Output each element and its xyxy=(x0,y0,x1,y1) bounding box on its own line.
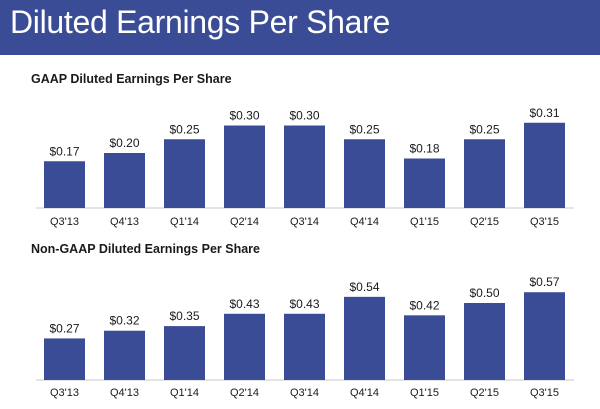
gaap-eps-chart: $0.17 Q3'13 $0.20 Q4'13 $0.25 Q1'14 $0.30 Q2'14… xyxy=(36,106,574,228)
non-gaap-tick-label: Q2'14 xyxy=(230,387,259,399)
gaap-value-label: $0.17 xyxy=(49,144,79,158)
non-gaap-value-label: $0.27 xyxy=(49,321,79,335)
gaap-value-label: $0.18 xyxy=(409,142,439,156)
non-gaap-tick-label: Q2'15 xyxy=(470,387,499,399)
gaap-tick-label: Q3'13 xyxy=(50,216,79,228)
non-gaap-bar xyxy=(44,338,85,380)
gaap-tick-label: Q3'15 xyxy=(530,216,559,228)
gaap-value-label: $0.25 xyxy=(169,122,199,136)
gaap-value-label: $0.30 xyxy=(289,109,319,123)
non-gaap-eps-chart: $0.27 Q3'13 $0.32 Q4'13 $0.35 Q1'14 $0.43 Q2'14… xyxy=(36,275,574,399)
gaap-bar xyxy=(404,158,445,208)
non-gaap-chart-title: Non-GAAP Diluted Earnings Per Share xyxy=(31,242,260,256)
page-title: Diluted Earnings Per Share xyxy=(10,4,390,40)
non-gaap-bar xyxy=(164,326,205,380)
title-banner: Diluted Earnings Per Share xyxy=(0,0,600,55)
gaap-chart-title: GAAP Diluted Earnings Per Share xyxy=(31,72,232,86)
gaap-tick-label: Q3'14 xyxy=(290,216,319,228)
non-gaap-bar xyxy=(224,313,265,380)
gaap-tick-label: Q1'14 xyxy=(170,216,199,228)
non-gaap-tick-label: Q4'14 xyxy=(350,387,379,399)
non-gaap-bar xyxy=(284,313,325,380)
gaap-value-label: $0.25 xyxy=(469,122,499,136)
non-gaap-tick-label: Q4'13 xyxy=(110,387,139,399)
non-gaap-tick-label: Q1'15 xyxy=(410,387,439,399)
non-gaap-tick-label: Q3'15 xyxy=(530,387,559,399)
gaap-value-label: $0.20 xyxy=(109,136,139,150)
non-gaap-bar xyxy=(344,296,385,380)
gaap-tick-label: Q4'13 xyxy=(110,216,139,228)
non-gaap-value-label: $0.54 xyxy=(349,280,379,294)
non-gaap-bar xyxy=(524,292,565,380)
gaap-tick-label: Q4'14 xyxy=(350,216,379,228)
non-gaap-tick-label: Q3'14 xyxy=(290,387,319,399)
gaap-tick-label: Q2'14 xyxy=(230,216,259,228)
non-gaap-bar xyxy=(404,315,445,380)
gaap-bar xyxy=(524,122,565,208)
gaap-tick-label: Q1'15 xyxy=(410,216,439,228)
gaap-bar xyxy=(44,161,85,208)
non-gaap-value-label: $0.43 xyxy=(229,297,259,311)
non-gaap-value-label: $0.35 xyxy=(169,309,199,323)
non-gaap-value-label: $0.32 xyxy=(109,314,139,328)
gaap-bar xyxy=(164,139,205,208)
gaap-bar xyxy=(224,125,265,208)
gaap-bar xyxy=(104,153,145,208)
non-gaap-bar xyxy=(104,330,145,380)
gaap-bar xyxy=(344,139,385,208)
gaap-bar xyxy=(464,139,505,208)
non-gaap-value-label: $0.50 xyxy=(469,286,499,300)
non-gaap-value-label: $0.42 xyxy=(409,298,439,312)
non-gaap-tick-label: Q3'13 xyxy=(50,387,79,399)
gaap-value-label: $0.25 xyxy=(349,122,379,136)
non-gaap-tick-label: Q1'14 xyxy=(170,387,199,399)
gaap-value-label: $0.30 xyxy=(229,109,259,123)
gaap-tick-label: Q2'15 xyxy=(470,216,499,228)
gaap-value-label: $0.31 xyxy=(529,106,559,120)
gaap-bar xyxy=(284,125,325,208)
non-gaap-bar xyxy=(464,303,505,380)
non-gaap-value-label: $0.43 xyxy=(289,297,319,311)
non-gaap-value-label: $0.57 xyxy=(529,275,559,289)
